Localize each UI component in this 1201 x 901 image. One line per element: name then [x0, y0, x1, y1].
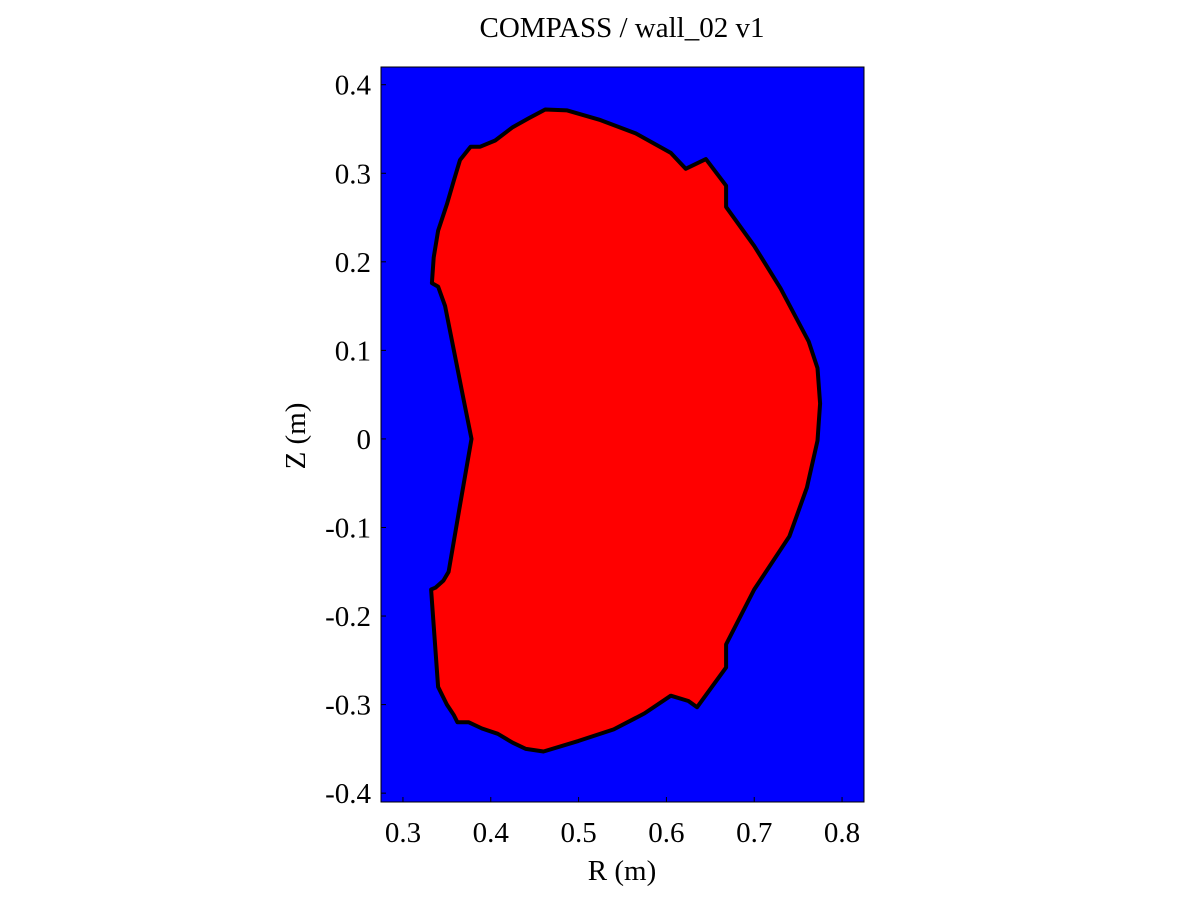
y-tick-label: 0.2	[335, 247, 371, 279]
plot-frame	[380, 66, 865, 803]
x-tick-label: 0.6	[648, 817, 684, 849]
x-tick-label: 0.4	[473, 817, 510, 849]
x-tick-label: 0.8	[824, 817, 860, 849]
y-tick-label: -0.1	[325, 512, 371, 544]
y-tick-label: -0.4	[325, 778, 371, 810]
y-tick-label: -0.2	[325, 601, 371, 633]
y-tick-label: 0.4	[335, 70, 372, 102]
x-tick-label: 0.3	[385, 817, 421, 849]
wall-region-fill	[429, 107, 823, 754]
y-tick-label: 0.1	[335, 335, 371, 367]
x-axis-ticks: 0.3 0.4 0.5 0.6 0.7 0.8	[385, 797, 860, 849]
chart-title: COMPASS / wall_02 v1	[480, 12, 765, 44]
x-tick-label: 0.5	[560, 817, 596, 849]
x-tick-label: 0.7	[736, 817, 772, 849]
y-tick-label: 0.3	[335, 158, 371, 190]
y-axis-ticks: 0.4 0.3 0.2 0.1 0 -0.1 -0.2 -0.3 -0.4	[325, 70, 386, 810]
y-tick-label: -0.3	[325, 690, 371, 722]
plot-area	[380, 66, 865, 803]
y-tick-label: 0	[357, 424, 372, 456]
y-axis-label: Z (m)	[280, 403, 312, 470]
x-axis-label: R (m)	[588, 855, 656, 887]
